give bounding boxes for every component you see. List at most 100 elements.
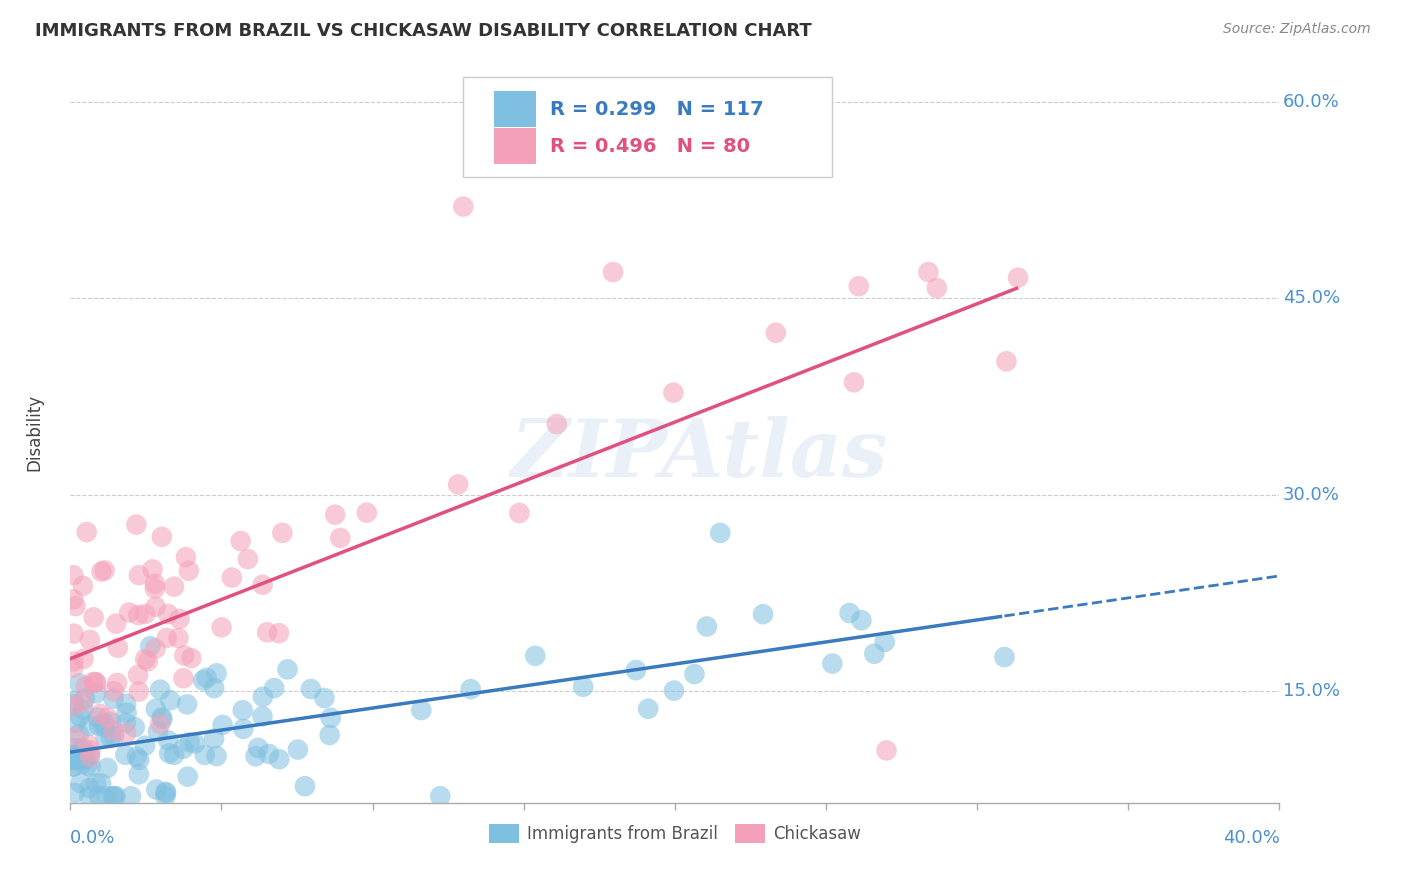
Point: [90, 776, 112, 790]
Text: Disability: Disability: [25, 394, 44, 471]
Point: [172, 741, 194, 756]
Point: [873, 635, 896, 649]
Point: [460, 682, 482, 697]
Point: [93, 563, 115, 577]
Point: [252, 578, 274, 592]
Point: [69, 709, 91, 723]
Point: [128, 753, 150, 767]
Point: [174, 550, 197, 565]
Legend: Immigrants from Brazil, Chickasaw: Immigrants from Brazil, Chickasaw: [482, 817, 868, 850]
Point: [637, 702, 659, 716]
Point: [524, 648, 547, 663]
Point: [100, 714, 122, 729]
Point: [411, 703, 433, 717]
Text: 45.0%: 45.0%: [1284, 289, 1340, 308]
Point: [79, 632, 101, 647]
Point: [176, 770, 198, 784]
Point: [252, 709, 274, 723]
Point: [115, 697, 138, 711]
Point: [65, 715, 87, 730]
Point: [139, 639, 162, 653]
Text: R = 0.496   N = 80: R = 0.496 N = 80: [550, 136, 751, 155]
Point: [62, 694, 84, 708]
Point: [80, 760, 103, 774]
Point: [83, 610, 105, 624]
Point: [155, 786, 177, 800]
Point: [145, 599, 167, 614]
Point: [150, 530, 173, 544]
Point: [136, 654, 159, 668]
Point: [63, 750, 86, 764]
FancyBboxPatch shape: [464, 78, 832, 178]
Point: [62, 759, 84, 773]
Point: [63, 730, 86, 744]
Point: [572, 680, 595, 694]
Point: [202, 681, 225, 695]
Point: [69, 776, 91, 790]
Point: [62, 661, 84, 675]
Point: [62, 697, 84, 711]
Point: [232, 703, 254, 717]
Point: [662, 385, 685, 400]
Point: [709, 525, 731, 540]
Point: [142, 562, 165, 576]
Point: [72, 741, 94, 756]
Text: 0.0%: 0.0%: [70, 829, 115, 847]
Point: [252, 690, 274, 704]
Text: ZIPAtlas: ZIPAtlas: [510, 416, 887, 493]
Point: [103, 684, 125, 698]
Point: [77, 789, 100, 804]
Bar: [494, 91, 536, 127]
Point: [62, 747, 84, 762]
Point: [73, 691, 96, 706]
Point: [179, 735, 201, 749]
Point: [155, 789, 177, 804]
Point: [172, 671, 194, 685]
Point: [319, 711, 342, 725]
Point: [93, 720, 115, 734]
Point: [195, 671, 218, 685]
Point: [683, 667, 706, 681]
Point: [294, 779, 316, 793]
Point: [925, 281, 948, 295]
Point: [103, 730, 125, 744]
Point: [211, 718, 233, 732]
Text: IMMIGRANTS FROM BRAZIL VS CHICKASAW DISABILITY CORRELATION CHART: IMMIGRANTS FROM BRAZIL VS CHICKASAW DISA…: [35, 22, 811, 40]
Point: [838, 606, 860, 620]
Point: [202, 731, 225, 746]
Point: [184, 737, 207, 751]
Point: [65, 599, 87, 614]
Point: [546, 417, 568, 431]
Point: [236, 552, 259, 566]
Point: [159, 693, 181, 707]
Point: [127, 668, 149, 682]
Point: [89, 789, 111, 804]
Point: [115, 715, 138, 730]
Point: [82, 674, 104, 689]
Point: [191, 673, 214, 688]
Point: [62, 753, 84, 767]
Point: [128, 767, 150, 781]
Point: [848, 279, 870, 293]
Point: [155, 785, 177, 799]
Point: [125, 749, 148, 764]
Point: [169, 612, 191, 626]
Point: [124, 720, 146, 734]
Bar: [494, 128, 536, 164]
Point: [67, 727, 90, 741]
Point: [73, 752, 96, 766]
Point: [232, 722, 254, 736]
Point: [180, 651, 202, 665]
Point: [134, 739, 156, 753]
Point: [145, 702, 167, 716]
Point: [156, 631, 179, 645]
Point: [94, 716, 117, 731]
Point: [79, 780, 101, 795]
Point: [134, 652, 156, 666]
Point: [247, 740, 270, 755]
Point: [128, 568, 150, 582]
Point: [447, 477, 470, 491]
Point: [114, 747, 136, 762]
Point: [269, 752, 291, 766]
Point: [65, 741, 87, 756]
